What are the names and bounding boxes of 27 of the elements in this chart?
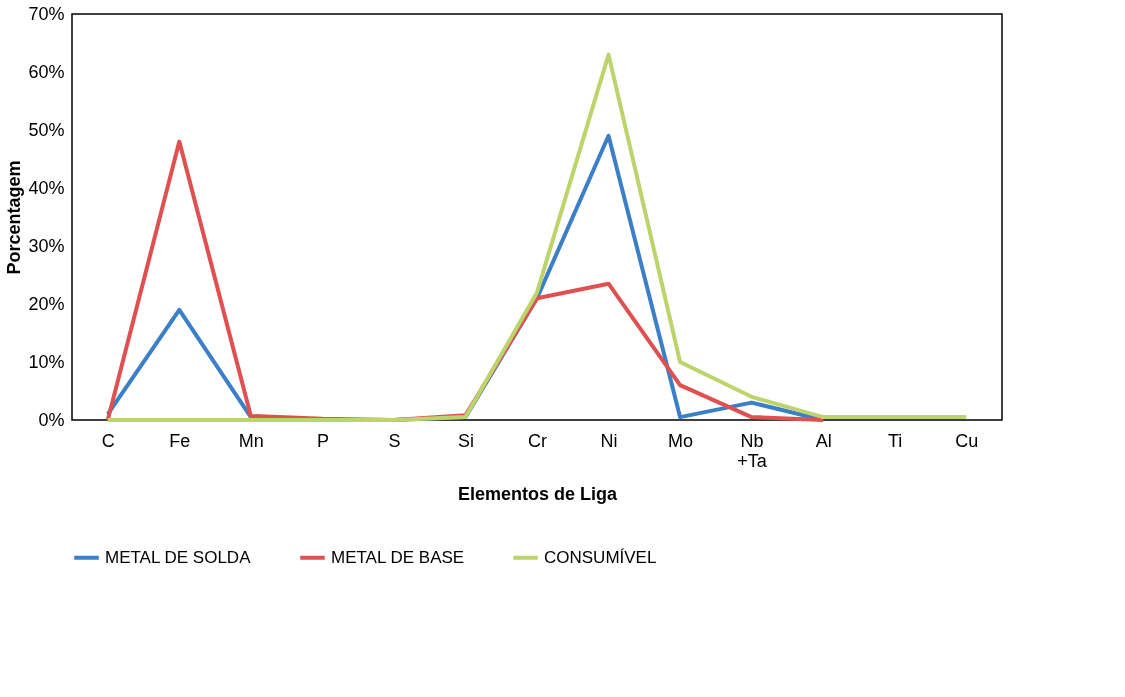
- y-tick-label: 0%: [38, 409, 65, 430]
- y-axis-title: Porcentagem: [4, 160, 25, 275]
- x-tick-label: Si: [457, 430, 474, 451]
- x-tick-label: S: [388, 430, 401, 451]
- legend-label: METAL DE SOLDA: [105, 547, 252, 567]
- y-tick-label: 30%: [28, 235, 65, 256]
- y-tick-label: 10%: [28, 351, 65, 372]
- y-tick-label: 50%: [28, 119, 65, 140]
- x-tick-label: Ti: [888, 430, 903, 451]
- x-axis-title: Elementos de Liga: [457, 483, 618, 504]
- x-tick-label: Ni: [600, 430, 618, 451]
- x-tick-label: Al: [815, 430, 832, 451]
- x-tick-label: Mn: [238, 430, 264, 451]
- x-tick-label: Cu: [955, 430, 979, 451]
- x-tick-label: C: [101, 430, 115, 451]
- y-tick-label: 20%: [28, 293, 65, 314]
- y-tick-label: 70%: [28, 3, 65, 24]
- y-tick-label: 40%: [28, 177, 65, 198]
- x-tick-label: P: [316, 430, 329, 451]
- x-tick-label: Fe: [169, 430, 191, 451]
- legend-label: CONSUMÍVEL: [544, 547, 657, 567]
- y-tick-label: 60%: [28, 61, 65, 82]
- x-tick-label: Cr: [528, 430, 547, 451]
- line-series: [105, 52, 969, 422]
- legend-label: METAL DE BASE: [331, 547, 465, 567]
- x-tick-label: Mo: [668, 430, 694, 451]
- x-tick-label: Nb +Ta: [737, 430, 768, 471]
